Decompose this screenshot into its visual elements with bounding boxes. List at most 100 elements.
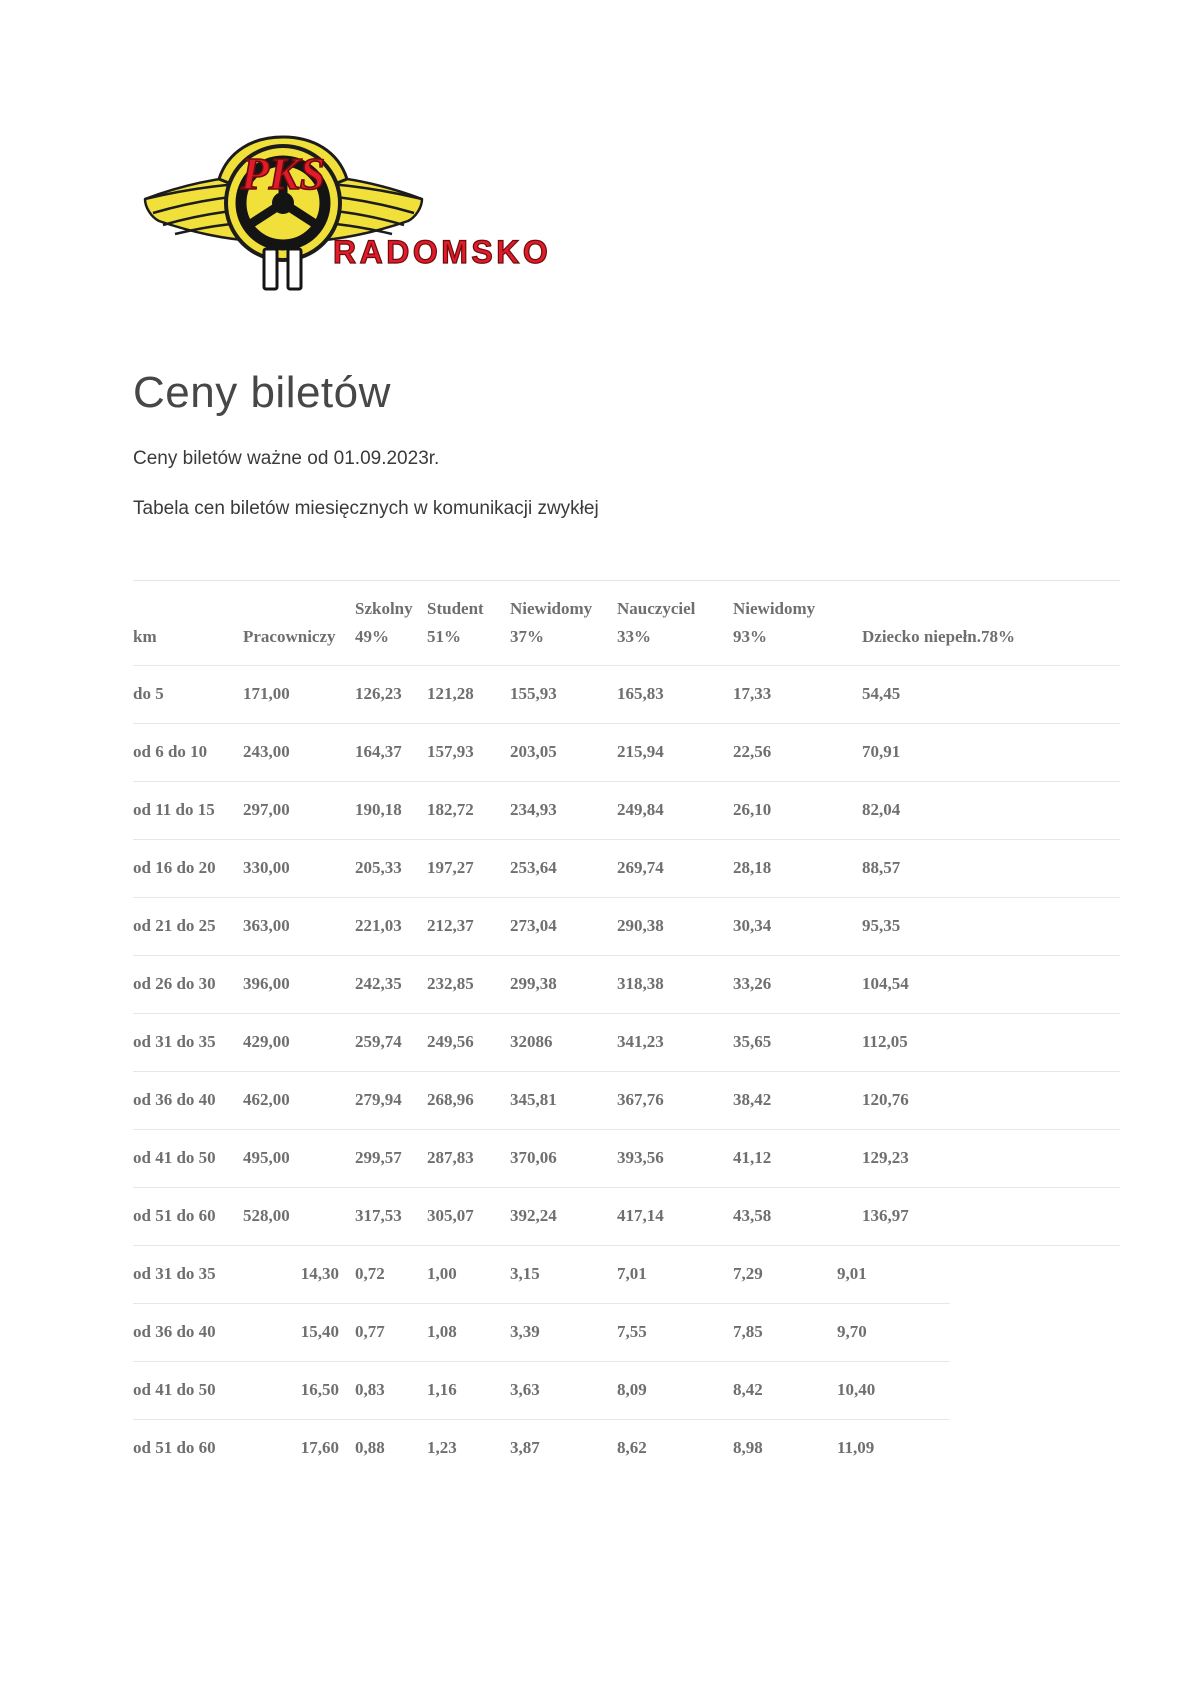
table-cell: od 11 do 15 <box>133 781 243 840</box>
table-cell: 367,76 <box>617 1071 733 1130</box>
table-cell: 171,00 <box>243 665 355 724</box>
logo-pks-text: PKS <box>240 148 325 199</box>
table-cell: od 51 do 60 <box>133 1187 243 1246</box>
header-cell-dziecko: Dziecko niepełn.78% <box>862 627 1015 646</box>
table-cell: 242,35 <box>355 955 427 1014</box>
header-cell-33: 33% <box>617 627 651 646</box>
table-cell: 41,12 <box>733 1129 862 1188</box>
table-cell: 112,05 <box>862 1013 1120 1072</box>
table-cell: 35,65 <box>733 1013 862 1072</box>
table-cell: 0,77 <box>343 1303 427 1362</box>
header-row-percentages: km Pracowniczy 49% 51% 37% 33% 93% Dziec… <box>133 624 1120 666</box>
header-cell-pracowniczy: Pracowniczy <box>243 627 336 646</box>
table-cell: 157,93 <box>427 723 510 782</box>
table-cell: 528,00 <box>243 1187 355 1246</box>
table-cell: 16,50 <box>243 1361 343 1420</box>
table-cell: 253,64 <box>510 839 617 898</box>
table-cell: 88,57 <box>862 839 1120 898</box>
table-cell: 14,30 <box>300 1264 339 1283</box>
table-cell: 269,74 <box>617 839 733 898</box>
header-row-discount-names: Szkolny Student Niewidomy Nauczyciel Nie… <box>133 580 1120 624</box>
page-title: Ceny biletów <box>133 368 391 417</box>
table-cell: 259,74 <box>355 1013 427 1072</box>
table-cell: 345,81 <box>510 1071 617 1130</box>
table-cell: 129,23 <box>862 1129 1120 1188</box>
table-cell: 7,29 <box>733 1264 763 1283</box>
header-cell-niewidomy-93: Niewidomy <box>733 580 862 624</box>
table-cell: 249,84 <box>617 781 733 840</box>
logo-radomsko-text: RADOMSKO <box>333 234 551 270</box>
table-cell: 215,94 <box>617 723 733 782</box>
monthly-rows: do 5 171,00 126,23 121,28 155,93 165,83 17,33 5… <box>133 665 1120 1246</box>
table-cell: 17,60 <box>243 1419 343 1477</box>
header-cell <box>133 580 243 624</box>
table-cell: 197,27 <box>427 839 510 898</box>
header-cell-nauczyciel: Nauczyciel <box>617 580 733 624</box>
header-cell-49: 49% <box>355 627 389 646</box>
table-cell: 0,83 <box>343 1361 427 1420</box>
table-caption: Tabela cen biletów miesięcznych w komuni… <box>133 498 599 519</box>
table-cell: od 16 do 20 <box>133 839 243 898</box>
table-cell: 30,34 <box>733 897 862 956</box>
table-cell: 54,45 <box>862 665 1120 724</box>
table-cell: 299,38 <box>510 955 617 1014</box>
table-cell: 155,93 <box>510 665 617 724</box>
table-cell: 8,98 <box>733 1419 837 1477</box>
table-cell: od 36 do 40 <box>133 1303 243 1362</box>
table-cell: 121,28 <box>427 665 510 724</box>
table-cell: 279,94 <box>355 1071 427 1130</box>
table-cell: 9,70 <box>837 1303 950 1362</box>
table-cell: 249,56 <box>427 1013 510 1072</box>
table-cell: 341,23 <box>617 1013 733 1072</box>
monthly-price-table: Szkolny Student Niewidomy Nauczyciel Nie… <box>133 580 1120 1246</box>
table-cell: 126,23 <box>355 665 427 724</box>
table-cell: 43,58 <box>733 1187 862 1246</box>
table-cell: 393,56 <box>617 1129 733 1188</box>
table-cell: 297,00 <box>243 781 355 840</box>
table-cell: 33,26 <box>733 955 862 1014</box>
table-cell: 7,55 <box>617 1303 733 1362</box>
table-cell: 17,33 <box>733 665 862 724</box>
table-header: Szkolny Student Niewidomy Nauczyciel Nie… <box>133 580 1120 666</box>
table-cell: od 6 do 10 <box>133 723 243 782</box>
table-cell: 7,85 <box>733 1303 837 1362</box>
table-row: od 11 do 15 297,00 190,18 182,72 234,93 249,8… <box>133 781 1120 840</box>
table-row: od 41 do 50 495,00 299,57 287,83 370,06 393,5… <box>133 1129 1120 1188</box>
table-cell: 305,07 <box>427 1187 510 1246</box>
table-cell: od 31 do 35 <box>133 1013 243 1072</box>
table-cell: do 5 <box>133 665 243 724</box>
table-cell: 417,14 <box>617 1187 733 1246</box>
table-cell: 1,23 <box>427 1419 510 1477</box>
table-cell: 182,72 <box>427 781 510 840</box>
table-cell: 232,85 <box>427 955 510 1014</box>
table-cell: 136,97 <box>862 1187 1120 1246</box>
header-cell <box>243 580 355 624</box>
table-row: od 36 do 40 462,00 279,94 268,96 345,81 367,7… <box>133 1071 1120 1130</box>
table-cell: 330,00 <box>243 839 355 898</box>
table-cell: 203,05 <box>510 723 617 782</box>
table-cell: 8,09 <box>617 1361 733 1420</box>
table-cell: 290,38 <box>617 897 733 956</box>
table-row: do 5 171,00 126,23 121,28 155,93 165,83 17,33 5… <box>133 665 1120 724</box>
header-cell-37: 37% <box>510 627 544 646</box>
table-row: od 51 do 60 17,60 0,88 1,23 3,87 8,62 8,98 11,0… <box>133 1419 950 1477</box>
header-cell <box>862 580 1120 624</box>
table-cell: od 21 do 25 <box>133 897 243 956</box>
header-cell-51: 51% <box>427 627 461 646</box>
table-cell: 273,04 <box>510 897 617 956</box>
header-cell-szkolny: Szkolny <box>355 580 427 624</box>
table-cell: 15,40 <box>243 1303 343 1362</box>
table-cell: 3,87 <box>510 1419 617 1477</box>
table-cell: 11,09 <box>837 1419 950 1477</box>
single-price-table: od 31 do 35 14,30 0,72 1,00 3,15 7,01 7,29 9,01… <box>133 1246 950 1477</box>
table-cell: 32086 <box>510 1013 617 1072</box>
header-cell-student: Student <box>427 580 510 624</box>
table-cell: od 41 do 50 <box>133 1361 243 1420</box>
table-cell: 3,39 <box>510 1303 617 1362</box>
table-cell: 7,01 <box>617 1264 647 1283</box>
table-cell: 363,00 <box>243 897 355 956</box>
price-table-zone: Szkolny Student Niewidomy Nauczyciel Nie… <box>133 580 1120 1477</box>
table-cell: 10,40 <box>837 1361 950 1420</box>
table-cell: 0,72 <box>355 1264 385 1283</box>
table-cell: od 41 do 50 <box>133 1129 243 1188</box>
